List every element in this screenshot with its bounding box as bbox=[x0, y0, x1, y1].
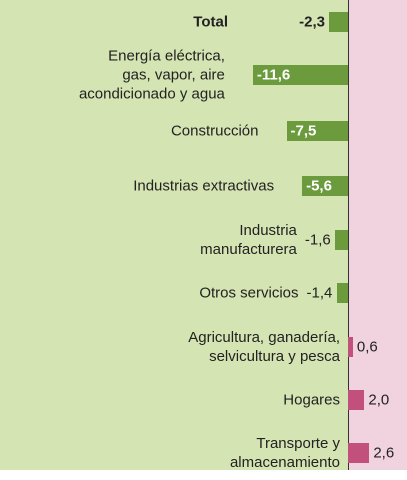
zero-line bbox=[347, 0, 349, 470]
bar bbox=[329, 12, 348, 32]
bar bbox=[334, 230, 348, 250]
value-label: 0,6 bbox=[356, 338, 378, 356]
bar bbox=[302, 176, 348, 196]
value-label: -1,4 bbox=[306, 284, 333, 302]
value-label: 2,6 bbox=[373, 444, 395, 462]
value-label: -1,6 bbox=[304, 231, 331, 249]
bar bbox=[286, 121, 348, 141]
value-label: -11,6 bbox=[256, 66, 291, 84]
bar bbox=[252, 65, 348, 85]
category-label: Hogares bbox=[283, 391, 340, 409]
value-label: -5,6 bbox=[306, 177, 332, 195]
category-label: Construcción bbox=[170, 122, 259, 140]
category-label: Total bbox=[193, 13, 228, 31]
category-label: Energía eléctrica, gas, vapor, aire acon… bbox=[78, 47, 225, 103]
value-label: 2,0 bbox=[368, 391, 390, 409]
category-label: Agricultura, ganadería, selvicultura y p… bbox=[188, 329, 340, 365]
category-label: Industrias extractivas bbox=[133, 177, 275, 195]
category-label: Transporte y almacenamiento bbox=[229, 435, 340, 471]
category-label: Industria manufacturera bbox=[200, 222, 297, 258]
category-label: Otros servicios bbox=[199, 284, 299, 302]
bar bbox=[348, 390, 365, 410]
value-label: -7,5 bbox=[290, 122, 317, 140]
value-label: -2,3 bbox=[299, 13, 325, 31]
bar bbox=[348, 443, 370, 463]
bar bbox=[336, 283, 348, 303]
bar bbox=[348, 337, 353, 357]
